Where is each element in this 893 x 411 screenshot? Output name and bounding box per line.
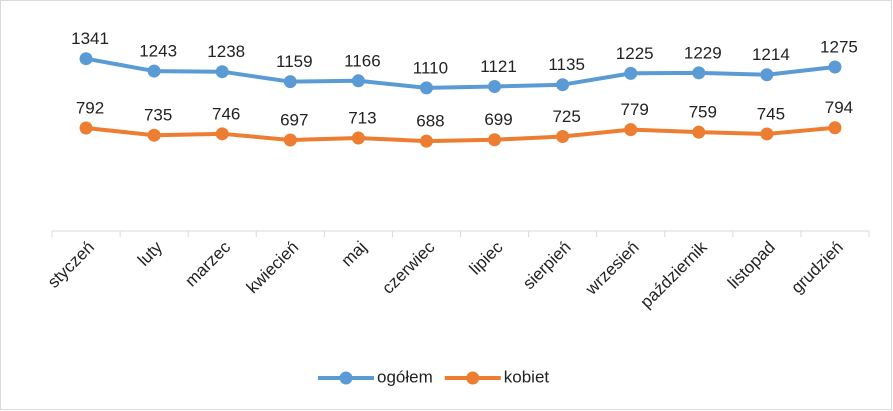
data-label: 735 (144, 106, 172, 125)
data-label: 746 (212, 104, 240, 123)
data-label: 1225 (616, 44, 654, 63)
data-label: 759 (689, 103, 717, 122)
data-label: 1135 (548, 55, 585, 74)
data-label: 792 (76, 98, 104, 117)
data-point (624, 123, 638, 137)
data-point (760, 68, 774, 82)
data-point (488, 133, 502, 147)
data-point (419, 134, 433, 148)
data-label: 794 (825, 98, 853, 117)
data-label: 1166 (344, 51, 381, 70)
data-point (147, 128, 161, 142)
data-point (692, 66, 706, 80)
data-point (488, 79, 502, 93)
data-label: 725 (552, 107, 580, 126)
data-label: 1110 (413, 58, 448, 77)
data-point (215, 65, 229, 79)
data-label: 699 (484, 110, 512, 129)
data-point (828, 60, 842, 74)
data-label: 713 (348, 108, 376, 127)
data-point (147, 64, 161, 78)
data-point (351, 74, 365, 88)
data-point (692, 125, 706, 139)
legend-marker (466, 371, 480, 385)
legend-label: ogółem (377, 367, 433, 386)
legend-marker (339, 371, 353, 385)
legend-label: kobiet (504, 367, 550, 386)
data-label: 1121 (480, 57, 517, 76)
series-line (85, 56, 836, 90)
data-label: 1214 (752, 45, 790, 64)
data-point (215, 127, 229, 141)
data-label: 1229 (684, 43, 722, 62)
data-point (283, 75, 297, 89)
data-point (556, 129, 570, 143)
data-point (760, 127, 774, 141)
data-point (624, 66, 638, 80)
data-point (419, 81, 433, 95)
data-label: 697 (280, 110, 308, 129)
series-line (85, 125, 836, 144)
data-point (828, 121, 842, 135)
data-point (283, 133, 297, 147)
data-label: 779 (621, 100, 649, 119)
data-label: 1275 (820, 38, 858, 57)
data-label: 1238 (207, 42, 245, 61)
data-point (79, 52, 93, 66)
data-label: 745 (757, 104, 785, 123)
data-label: 688 (416, 112, 444, 131)
data-label: 1341 (71, 29, 109, 48)
data-point (556, 78, 570, 92)
data-point (351, 131, 365, 145)
data-label: 1159 (276, 52, 313, 71)
data-label: 1243 (139, 42, 177, 61)
data-point (79, 121, 93, 135)
